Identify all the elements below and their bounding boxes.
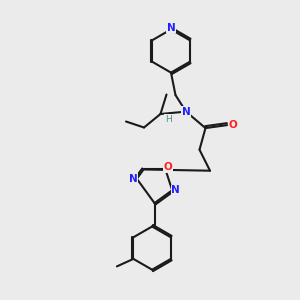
Text: H: H — [165, 115, 171, 124]
Text: O: O — [164, 162, 172, 172]
Text: N: N — [182, 106, 190, 117]
Text: N: N — [129, 174, 138, 184]
Text: N: N — [171, 185, 180, 195]
Text: N: N — [167, 23, 176, 33]
Text: O: O — [228, 120, 237, 130]
